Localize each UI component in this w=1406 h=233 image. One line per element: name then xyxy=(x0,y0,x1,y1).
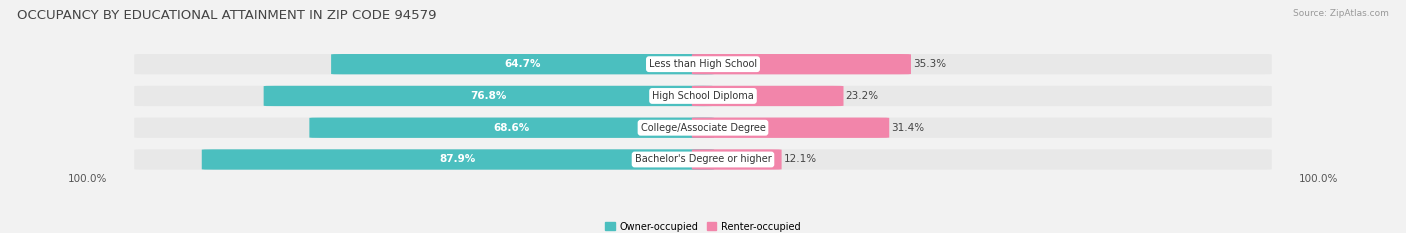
Text: 64.7%: 64.7% xyxy=(505,59,541,69)
FancyBboxPatch shape xyxy=(202,149,714,170)
FancyBboxPatch shape xyxy=(332,54,714,74)
Text: High School Diploma: High School Diploma xyxy=(652,91,754,101)
Text: 87.9%: 87.9% xyxy=(440,154,477,164)
FancyBboxPatch shape xyxy=(692,118,889,138)
Text: Source: ZipAtlas.com: Source: ZipAtlas.com xyxy=(1294,9,1389,18)
Text: 100.0%: 100.0% xyxy=(67,174,107,184)
FancyBboxPatch shape xyxy=(309,118,714,138)
Text: 23.2%: 23.2% xyxy=(846,91,879,101)
FancyBboxPatch shape xyxy=(135,54,1271,74)
Text: OCCUPANCY BY EDUCATIONAL ATTAINMENT IN ZIP CODE 94579: OCCUPANCY BY EDUCATIONAL ATTAINMENT IN Z… xyxy=(17,9,436,22)
Text: 76.8%: 76.8% xyxy=(471,91,508,101)
Text: Less than High School: Less than High School xyxy=(650,59,756,69)
Legend: Owner-occupied, Renter-occupied: Owner-occupied, Renter-occupied xyxy=(602,218,804,233)
FancyBboxPatch shape xyxy=(135,86,1271,106)
Text: College/Associate Degree: College/Associate Degree xyxy=(641,123,765,133)
Text: 35.3%: 35.3% xyxy=(914,59,946,69)
FancyBboxPatch shape xyxy=(692,54,911,74)
Text: 100.0%: 100.0% xyxy=(1299,174,1339,184)
Text: 68.6%: 68.6% xyxy=(494,123,530,133)
FancyBboxPatch shape xyxy=(692,86,844,106)
Text: 12.1%: 12.1% xyxy=(785,154,817,164)
FancyBboxPatch shape xyxy=(692,149,782,170)
Text: 31.4%: 31.4% xyxy=(891,123,925,133)
Text: Bachelor's Degree or higher: Bachelor's Degree or higher xyxy=(634,154,772,164)
FancyBboxPatch shape xyxy=(264,86,714,106)
FancyBboxPatch shape xyxy=(135,118,1271,138)
FancyBboxPatch shape xyxy=(135,149,1271,170)
